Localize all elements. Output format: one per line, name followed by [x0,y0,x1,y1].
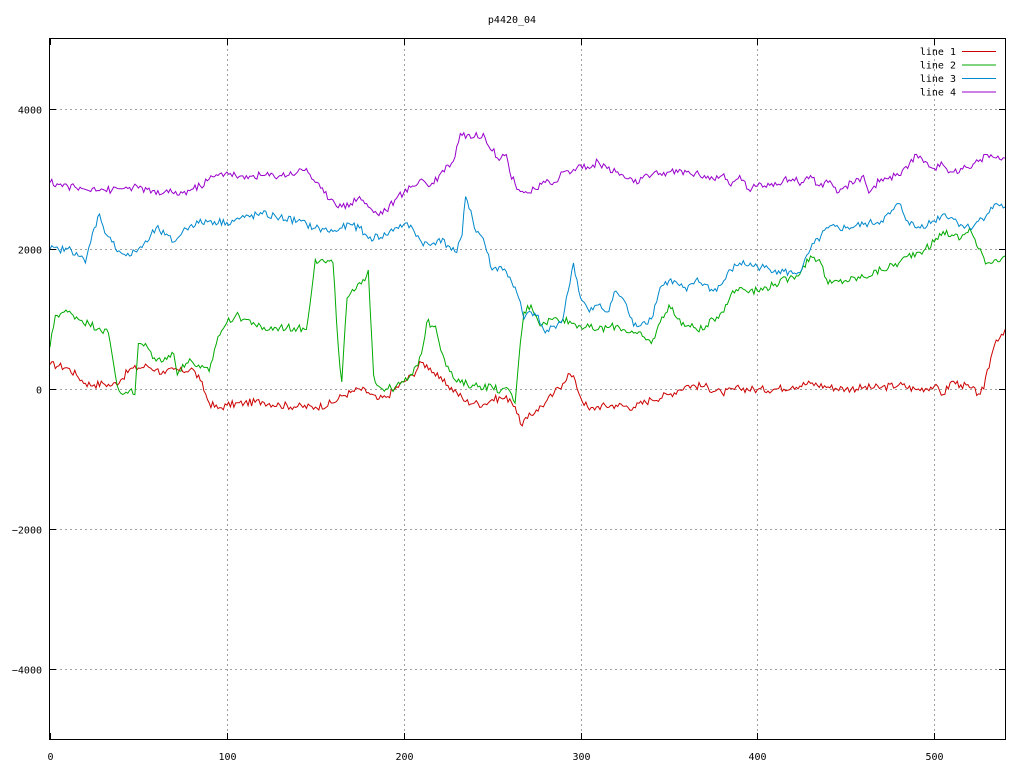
y-tick-label: −4000 [12,666,42,677]
legend-label: line 1 [920,47,956,58]
series-line-2 [49,226,1006,405]
series-line-1 [49,329,1006,427]
legend-label: line 2 [920,61,956,72]
series-line-3 [49,196,1006,335]
series-line-4 [49,131,1006,217]
x-tick-label: 400 [748,752,766,763]
axis-ticks: 0 100 200 300 400 500 −4000 −2000 0 2000 4000 [12,39,1005,763]
legend-label: line 4 [920,88,956,99]
y-tick-label: 2000 [18,246,42,257]
y-tick-label: −2000 [12,526,42,537]
y-tick-label: 4000 [18,106,42,117]
plot-frame [49,38,1006,740]
chart-title: p4420_04 [488,15,536,26]
x-tick-label: 0 [47,752,53,763]
x-tick-label: 100 [218,752,236,763]
x-tick-label: 500 [925,752,943,763]
x-tick-label: 200 [395,752,413,763]
y-tick-label: 0 [36,386,42,397]
legend: line 1 line 2 line 3 line 4 [920,47,996,99]
x-tick-label: 300 [572,752,590,763]
legend-label: line 3 [920,74,956,85]
series-group [49,131,1006,427]
